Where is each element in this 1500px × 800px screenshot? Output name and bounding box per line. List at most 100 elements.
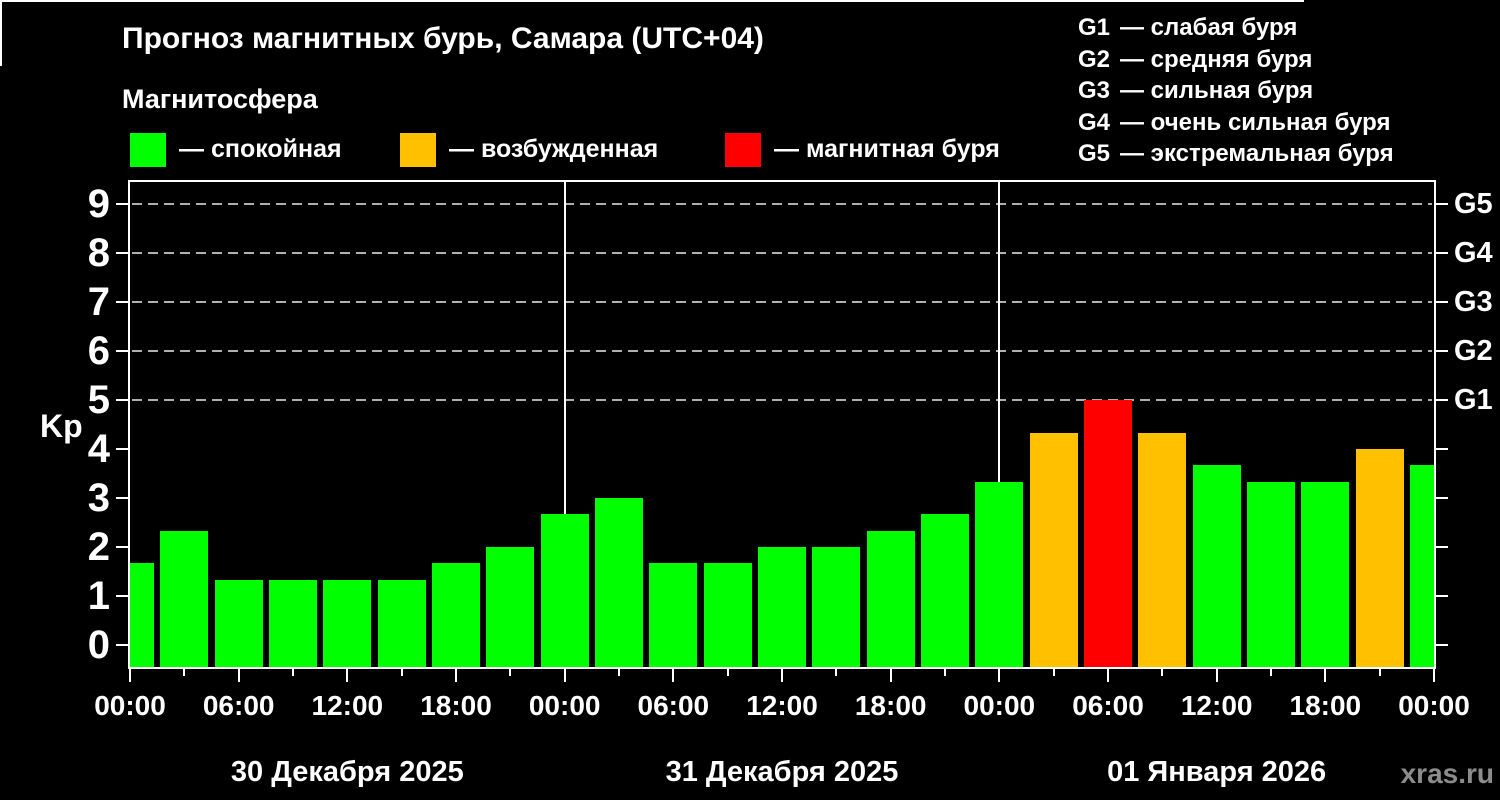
y-axis-tick-label: 4 — [87, 427, 110, 471]
x-axis-tick-label: 00:00 — [963, 690, 1036, 721]
storm-scale-row-g4: G4 — очень сильная буря — [1078, 107, 1394, 139]
g2-code: G2 — [1078, 45, 1111, 73]
kp-bar — [595, 498, 643, 667]
y-axis-tick — [116, 252, 130, 254]
g1-label: — слабая буря — [1120, 14, 1298, 41]
x-axis-major-tick — [1433, 667, 1435, 682]
day-bracket-tick — [0, 2, 2, 18]
kp-bar — [1084, 400, 1132, 667]
x-axis-major-tick — [672, 667, 675, 682]
x-axis-major-tick — [455, 667, 457, 682]
g3-label: — сильная буря — [1120, 77, 1314, 105]
x-axis-major-tick — [998, 667, 1001, 682]
day-bracket — [0, 0, 1304, 2]
kp-bar — [130, 563, 154, 667]
g-scale-label: G2 — [1454, 335, 1493, 367]
y-axis-tick-right — [1434, 448, 1448, 450]
g5-label: — экстремальная буря — [1120, 140, 1394, 168]
day-bracket-tick — [0, 50, 2, 66]
x-axis-minor-tick — [1270, 667, 1272, 676]
kp-bar — [214, 579, 263, 667]
kp-bar — [269, 579, 317, 667]
legend-item-excited: — возбужденная — [400, 132, 658, 167]
x-axis-tick-label: 06:00 — [1072, 690, 1144, 721]
date-label: 01 Января 2026 — [1107, 756, 1327, 788]
day-bracket-tick — [0, 34, 2, 50]
kp-bar — [758, 547, 806, 667]
y-axis-tick-label: 8 — [87, 231, 110, 275]
quiet-color-swatch — [130, 132, 166, 167]
x-axis-minor-tick — [1052, 667, 1055, 676]
x-axis-major-tick — [781, 667, 783, 682]
g4-code: G4 — [1078, 108, 1111, 136]
plot-area — [128, 180, 1436, 669]
kp-bar — [1029, 432, 1078, 667]
day-boundary-line — [563, 182, 566, 667]
excited-color-swatch — [400, 132, 436, 167]
x-axis-minor-tick — [1161, 667, 1164, 676]
y-axis-tick-label: 9 — [87, 182, 110, 226]
kp-gridline — [132, 203, 1432, 205]
kp-bar — [866, 530, 915, 667]
date-label: 31 Декабря 2025 — [665, 756, 899, 788]
x-axis-tick-label: 06:00 — [202, 690, 275, 721]
x-axis-tick-label: 00:00 — [94, 690, 166, 721]
g-scale-label: G5 — [1454, 188, 1493, 220]
y-axis-tick-label: 3 — [87, 476, 110, 520]
legend-label-storm: — магнитная буря — [774, 135, 1000, 163]
y-axis-tick-right — [1434, 399, 1448, 401]
kp-bars-layer — [130, 182, 1434, 667]
kp-bar — [323, 579, 372, 667]
g2-label: — средняя буря — [1120, 45, 1313, 73]
y-axis-tick-label: 2 — [87, 525, 110, 569]
y-axis-tick-right — [1434, 203, 1448, 205]
y-axis-tick-right — [1434, 350, 1448, 352]
y-axis-tick — [116, 497, 130, 499]
x-axis-tick-label: 18:00 — [1289, 690, 1362, 721]
g5-code: G5 — [1078, 140, 1111, 168]
x-axis-major-tick — [1107, 667, 1109, 682]
x-axis-tick-label: 12:00 — [1180, 690, 1253, 721]
y-axis-tick-label: 7 — [87, 280, 110, 324]
g1-code: G1 — [1078, 14, 1111, 41]
x-axis-tick-label: 00:00 — [1398, 690, 1470, 721]
g3-code: G3 — [1078, 77, 1111, 105]
y-axis-tick-right — [1434, 497, 1448, 499]
kp-bar — [432, 563, 480, 667]
y-axis-tick-label: 6 — [87, 329, 110, 373]
page-title: Прогноз магнитных бурь, Самара (UTC+04) — [122, 22, 764, 55]
x-axis-major-tick — [1215, 667, 1218, 682]
x-axis-minor-tick — [944, 667, 946, 676]
storm-scale-row-g2: G2 — средняя буря — [1078, 44, 1394, 76]
y-axis-tick — [116, 350, 130, 352]
kp-bar — [1355, 449, 1404, 667]
kp-bar — [975, 481, 1024, 667]
y-axis-tick — [116, 644, 130, 646]
kp-gridline — [132, 252, 1432, 254]
y-axis-tick — [116, 595, 130, 597]
x-axis-tick-label: 18:00 — [420, 690, 492, 721]
kp-bar — [1192, 465, 1241, 667]
kp-bar — [1138, 432, 1187, 667]
kp-bar — [540, 514, 589, 667]
x-axis-minor-tick — [400, 667, 403, 676]
day-bracket-tick — [0, 18, 2, 34]
chart-subtitle: Магнитосфера — [122, 84, 318, 114]
y-axis-tick — [116, 203, 130, 205]
x-axis-major-tick — [237, 667, 240, 682]
y-axis-tick-right — [1434, 546, 1448, 548]
kp-bar — [486, 547, 535, 667]
kp-bar — [1301, 481, 1350, 667]
x-axis-tick-label: 18:00 — [854, 690, 927, 721]
kp-gridline — [132, 301, 1432, 303]
g4-label: — очень сильная буря — [1120, 108, 1391, 136]
legend-item-quiet: — спокойная — [130, 132, 342, 167]
storm-scale-row-g1: G1 — слабая буря — [1078, 12, 1394, 44]
date-label: 30 Декабря 2025 — [230, 756, 464, 788]
x-axis-minor-tick — [509, 667, 512, 676]
kp-gridline — [132, 350, 1432, 352]
storm-scale-row-g5: G5 — экстремальная буря — [1078, 138, 1394, 170]
y-axis-tick — [116, 546, 130, 548]
legend-item-storm: — магнитная буря — [725, 132, 1000, 167]
